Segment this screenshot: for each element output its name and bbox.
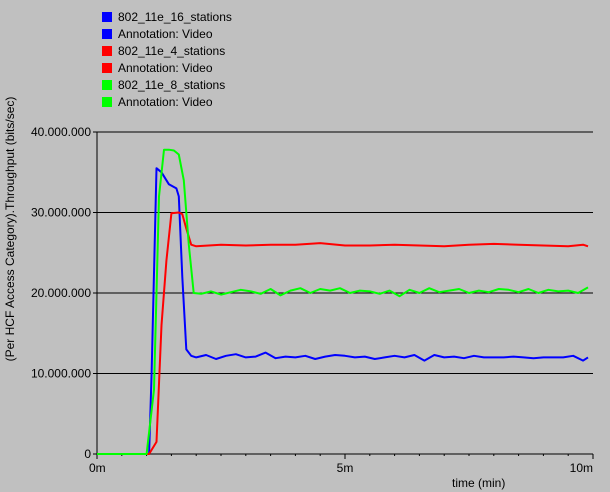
- legend-label: Annotation: Video: [118, 60, 213, 75]
- legend-swatch: [102, 28, 112, 39]
- data-series: [97, 148, 589, 455]
- y-tick-label: 40.000.000: [31, 125, 91, 139]
- chart-legend: 802_11e_16_stations Annotation: Video 802_…: [102, 8, 232, 110]
- legend-swatch: [102, 79, 112, 90]
- x-axis-label: time (min): [452, 476, 505, 490]
- legend-item: 802_11e_8_stations: [102, 76, 232, 93]
- legend-label: 802_11e_16_stations: [118, 9, 232, 24]
- series-line-802-11e-4-stations: [97, 211, 589, 455]
- legend-swatch: [102, 11, 112, 22]
- legend-label: Annotation: Video: [118, 94, 213, 109]
- legend-label: 802_11e_8_stations: [118, 77, 226, 92]
- axis-tick-labels: 0 10.000.000 20.000.000 30.000.000 40.000.00…: [31, 125, 593, 475]
- legend-item: Annotation: Video: [102, 93, 232, 110]
- legend-item: 802_11e_16_stations: [102, 8, 232, 25]
- y-tick-label: 30.000.000: [31, 206, 91, 220]
- legend-swatch: [102, 96, 112, 107]
- x-tick-label: 0m: [89, 461, 106, 475]
- legend-item: Annotation: Video: [102, 25, 232, 42]
- y-tick-label: 10.000.000: [31, 367, 91, 381]
- y-tick-label: 20.000.000: [31, 286, 91, 300]
- y-axis-label: (Per HCF Access Category).Throughput (bi…: [3, 97, 17, 362]
- x-tick-label: 10m: [570, 461, 593, 475]
- x-tick-label: 5m: [337, 461, 354, 475]
- y-tick-label: 0: [84, 447, 91, 461]
- series-line-802-11e-16-stations: [97, 167, 589, 455]
- legend-swatch: [102, 62, 112, 73]
- legend-label: Annotation: Video: [118, 26, 213, 41]
- legend-label: 802_11e_4_stations: [118, 43, 226, 58]
- axes: [96, 132, 593, 455]
- legend-item: 802_11e_4_stations: [102, 42, 232, 59]
- series-line-802-11e-8-stations: [97, 148, 589, 455]
- legend-swatch: [102, 45, 112, 56]
- legend-item: Annotation: Video: [102, 59, 232, 76]
